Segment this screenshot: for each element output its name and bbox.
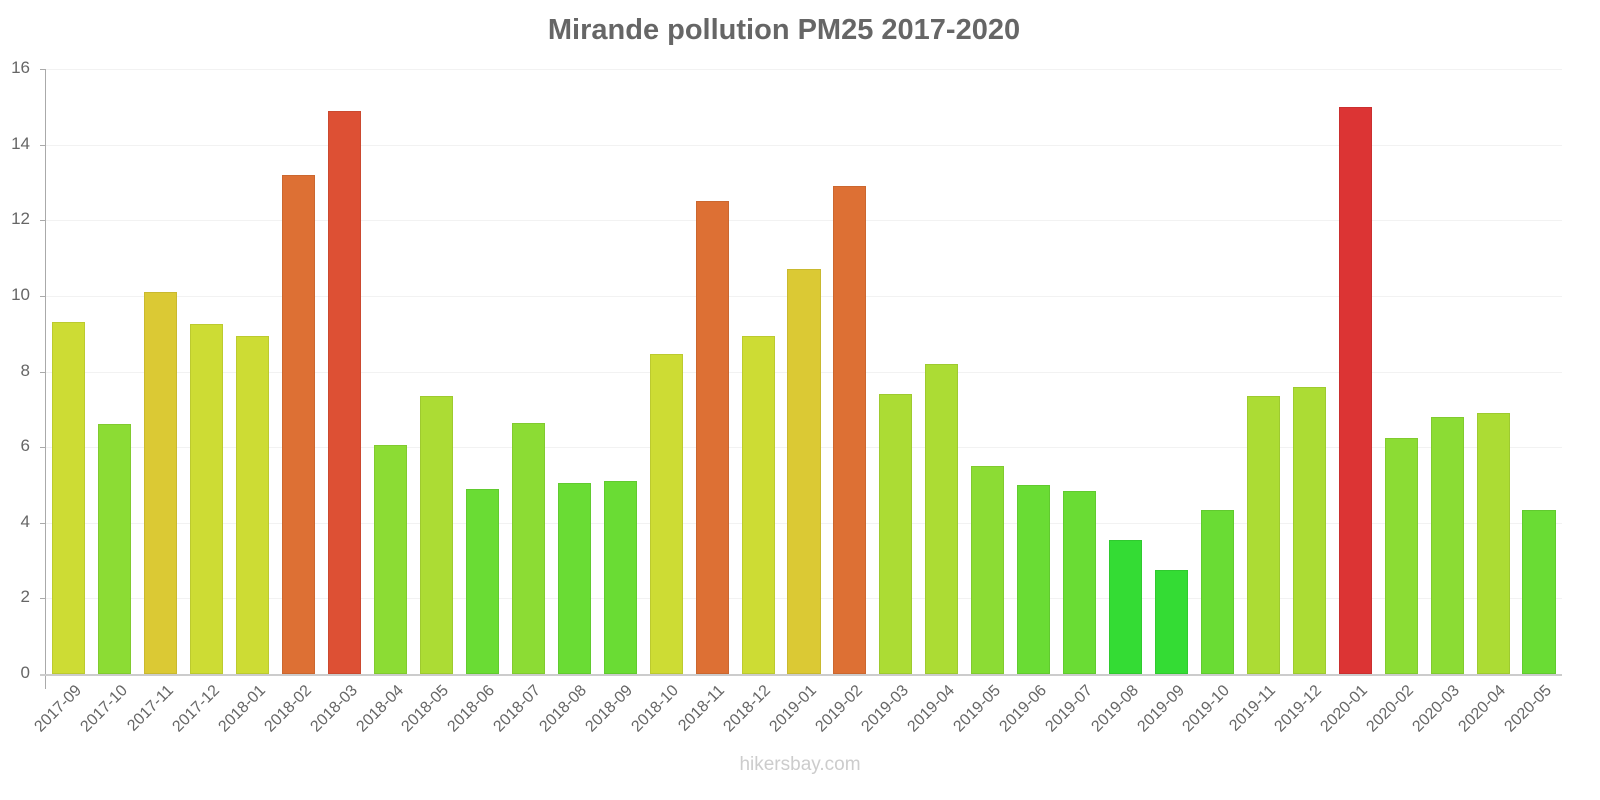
y-tick-label: 8 (20, 360, 30, 380)
y-tick-label: 0 (20, 663, 30, 682)
bar-2020-02[interactable] (1384, 437, 1418, 674)
bar-2018-02[interactable] (282, 174, 316, 674)
bar-2017-10[interactable] (98, 424, 132, 674)
bar-2019-04[interactable] (925, 363, 959, 674)
bar-2018-09[interactable] (603, 481, 637, 674)
bar-2018-10[interactable] (649, 354, 683, 674)
bar-2018-12[interactable] (741, 335, 775, 674)
y-tick-mark (40, 598, 46, 600)
bar-2018-05[interactable] (419, 396, 453, 674)
bar-2018-08[interactable] (557, 483, 591, 674)
bar-2017-11[interactable] (144, 292, 178, 674)
y-tick-mark (40, 220, 46, 222)
bar-2019-09[interactable] (1154, 570, 1189, 674)
bar-2018-07[interactable] (511, 422, 545, 674)
gridline (46, 220, 1562, 222)
bar-2020-04[interactable] (1476, 413, 1510, 674)
bar-2019-03[interactable] (879, 394, 913, 674)
bar-2020-01[interactable] (1338, 106, 1372, 674)
y-tick-label: 6 (20, 436, 30, 456)
y-tick-label: 12 (11, 209, 30, 229)
bar-2018-03[interactable] (328, 110, 362, 674)
y-tick-label: 2 (20, 587, 30, 607)
bar-2019-01[interactable] (787, 269, 821, 674)
y-tick-mark (40, 144, 46, 146)
bar-2017-12[interactable] (190, 324, 224, 674)
y-tick-mark (40, 371, 46, 373)
bar-2019-08[interactable] (1109, 539, 1143, 674)
gridline (46, 144, 1562, 146)
y-tick-label: 4 (20, 511, 30, 531)
bar-2019-07[interactable] (1063, 490, 1097, 674)
gridline (46, 69, 1562, 70)
bar-2020-03[interactable] (1430, 416, 1464, 674)
bar-2017-09[interactable] (52, 322, 86, 674)
plot-area (46, 69, 1562, 674)
bar-2018-11[interactable] (695, 201, 729, 674)
y-tick-mark (40, 69, 46, 70)
chart-title: Mirande pollution PM25 2017-2020 (547, 14, 1021, 46)
y-tick-mark (40, 295, 46, 297)
y-axis-line (45, 69, 46, 689)
y-tick-label: 16 (11, 58, 30, 77)
bar-2018-06[interactable] (465, 488, 499, 674)
bar-2018-01[interactable] (236, 335, 270, 674)
bar-2018-04[interactable] (374, 445, 408, 674)
y-tick-mark (40, 447, 46, 449)
y-tick-label: 10 (11, 284, 30, 304)
bar-2019-12[interactable] (1292, 386, 1326, 674)
y-tick-mark (40, 522, 46, 524)
bar-2020-05[interactable] (1522, 509, 1556, 674)
y-tick-label: 14 (11, 133, 30, 153)
bar-2019-02[interactable] (833, 186, 867, 674)
x-axis-line (40, 674, 1562, 676)
bar-2019-11[interactable] (1246, 396, 1280, 674)
bar-2019-05[interactable] (971, 466, 1005, 674)
bar-2019-10[interactable] (1200, 509, 1234, 674)
watermark: hikersbay.com (739, 754, 861, 775)
bar-2019-06[interactable] (1017, 484, 1051, 674)
